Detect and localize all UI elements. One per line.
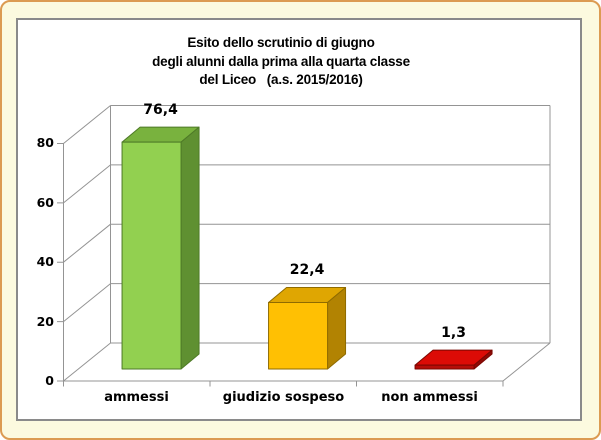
data-label-non-ammessi: 1,3 (441, 325, 466, 342)
y-axis-tick-0: 0 (45, 373, 54, 388)
chart-title-line-3: del Liceo (a.s. 2015/2016) (199, 72, 363, 87)
y-axis-tick-60: 60 (36, 194, 54, 210)
data-label-giudizio-sospeso: 22,4 (289, 262, 325, 279)
chart-title-line-1: Esito dello scrutinio di giugno (187, 35, 375, 50)
y-axis-tick-40: 40 (36, 254, 54, 270)
chart-title: Esito dello scrutinio di giugno degli al… (0, 34, 562, 90)
y-axis-tick-20: 20 (36, 313, 54, 329)
y-axis-tick-80: 80 (36, 135, 54, 151)
category-label-giudizio-sospeso: giudizio sospeso (222, 390, 345, 405)
chart-title-line-2: degli alunni dalla prima alla quarta cla… (152, 53, 410, 69)
data-label-ammessi: 76,4 (143, 102, 178, 119)
category-label-non-ammessi: non ammessi (381, 390, 478, 405)
category-label-ammessi: ammessi (104, 390, 169, 405)
